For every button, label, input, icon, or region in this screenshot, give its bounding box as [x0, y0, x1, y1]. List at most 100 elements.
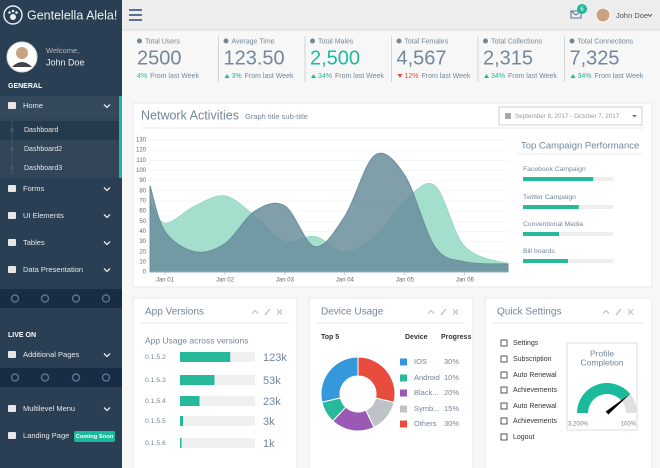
y-tick-label: 60	[139, 209, 146, 215]
menu-item[interactable]: UI Elements	[23, 211, 64, 220]
usage-label: 53k	[263, 375, 281, 387]
footer-button[interactable]	[101, 373, 111, 382]
active-indicator	[119, 96, 122, 178]
column-header: Device	[405, 334, 428, 341]
legend-swatch	[400, 358, 407, 366]
device-percent: 20%	[444, 388, 459, 397]
date-picker[interactable]: September 8, 2017 - October 7, 2017	[498, 106, 643, 126]
panel-tools[interactable]	[602, 308, 634, 316]
settings-link[interactable]: Auto Renewal	[500, 402, 557, 410]
panel-tools[interactable]	[427, 308, 459, 316]
gauge-min: 3,200%	[568, 422, 589, 428]
submenu-item[interactable]: Dashboard	[24, 127, 58, 134]
menu-icon	[8, 212, 16, 219]
menu-item[interactable]: Tables	[23, 238, 45, 247]
menu-item[interactable]: Home	[23, 101, 43, 110]
panel-title: Device Usage	[321, 307, 384, 318]
menu-icon	[8, 266, 16, 273]
sidebar-footer	[0, 289, 122, 308]
chevron	[103, 268, 111, 273]
topbar	[122, 0, 660, 30]
footer-button[interactable]	[10, 373, 20, 382]
settings-link[interactable]: Subscription	[500, 355, 552, 363]
menu-item[interactable]: Additional Pages	[23, 350, 80, 359]
progress-bar	[523, 259, 568, 263]
submenu-active	[0, 121, 119, 140]
footer-button[interactable]	[40, 373, 50, 382]
gauge-needle	[605, 393, 631, 415]
caret	[632, 115, 637, 118]
x-tick-label: Jan 06	[456, 278, 475, 284]
settings-link[interactable]: Achievements	[500, 386, 557, 394]
footer-button[interactable]	[10, 294, 20, 303]
stat-label: Total Users	[145, 38, 181, 45]
menu-item[interactable]: Multilevel Menu	[23, 404, 75, 413]
menu-active	[0, 96, 119, 116]
section-title: LIVE ON	[8, 332, 36, 339]
stat-change-note: From last Week	[422, 73, 471, 80]
progress-track	[180, 396, 255, 406]
logo-ring	[3, 5, 23, 25]
x-tick-label: Jan 03	[276, 278, 295, 284]
settings-link[interactable]: Auto Renewal	[500, 371, 557, 379]
submenu-bullet	[10, 147, 14, 151]
submenu-item[interactable]: Dashboard3	[24, 165, 62, 172]
footer-button[interactable]	[40, 294, 50, 303]
mail-icon[interactable]	[570, 4, 587, 19]
menu-item[interactable]: Forms	[23, 184, 44, 193]
chevron	[103, 241, 111, 246]
settings-link[interactable]: Settings	[500, 339, 539, 347]
welcome: Welcome,	[46, 46, 79, 55]
menu-item[interactable]: Data Presentation	[23, 265, 83, 274]
settings-icon	[500, 402, 508, 410]
close-icon	[276, 309, 283, 315]
chevron	[103, 104, 111, 109]
envelope	[570, 10, 582, 19]
progress-bar	[180, 375, 215, 385]
settings-label: Auto Renewal	[513, 372, 557, 379]
logo[interactable]	[3, 5, 23, 25]
campaign-title: Top Campaign Performance	[521, 141, 639, 152]
stat-change-value: 34%	[318, 73, 332, 80]
avatar-body	[12, 62, 32, 67]
stat-icon	[137, 38, 142, 44]
menu-item[interactable]: Landing Page	[23, 431, 69, 440]
logo-paw	[10, 14, 16, 20]
legend-swatch	[400, 405, 407, 413]
footer-button[interactable]	[71, 373, 81, 382]
progress-track	[180, 375, 255, 385]
progress-bar	[523, 177, 594, 181]
stat-change: 34% From last Week	[578, 73, 644, 80]
trend-arrow	[311, 74, 316, 78]
stat-change: 12% From last Week	[405, 73, 471, 80]
nav-avatar[interactable]	[595, 7, 611, 23]
settings-link[interactable]: Achievements	[500, 417, 557, 425]
device-name: Android	[414, 373, 440, 382]
footer-button[interactable]	[101, 294, 111, 303]
stat-change-value: 34%	[578, 73, 592, 80]
submenu-bullet	[10, 166, 14, 170]
close-icon	[452, 309, 459, 315]
settings-link[interactable]: Logout	[500, 433, 534, 441]
nav-user: John Doe	[616, 11, 648, 20]
section-title: GENERAL	[8, 83, 43, 90]
footer-icon	[71, 294, 81, 303]
version-label: 0.1.5.4	[145, 398, 166, 405]
device-percent: 30%	[444, 419, 459, 428]
stat-value: 4,567	[397, 47, 447, 69]
submenu-item[interactable]: Dashboard2	[24, 146, 62, 153]
submenu-bullet	[10, 128, 14, 132]
date-picker-box	[498, 106, 643, 126]
panel-tools[interactable]	[251, 308, 283, 316]
chevron	[103, 353, 111, 358]
y-tick-label: 100	[136, 168, 147, 174]
menu-label: Additional Pages	[23, 350, 80, 359]
usage-label: 3k	[263, 416, 275, 428]
legend-swatch	[400, 420, 407, 428]
chevron	[103, 214, 111, 219]
menu-toggle[interactable]	[129, 9, 142, 21]
avatar-face	[16, 47, 28, 59]
footer-button[interactable]	[71, 294, 81, 303]
table-heading: Top 5	[321, 334, 339, 341]
menu-label: Forms	[23, 184, 44, 193]
